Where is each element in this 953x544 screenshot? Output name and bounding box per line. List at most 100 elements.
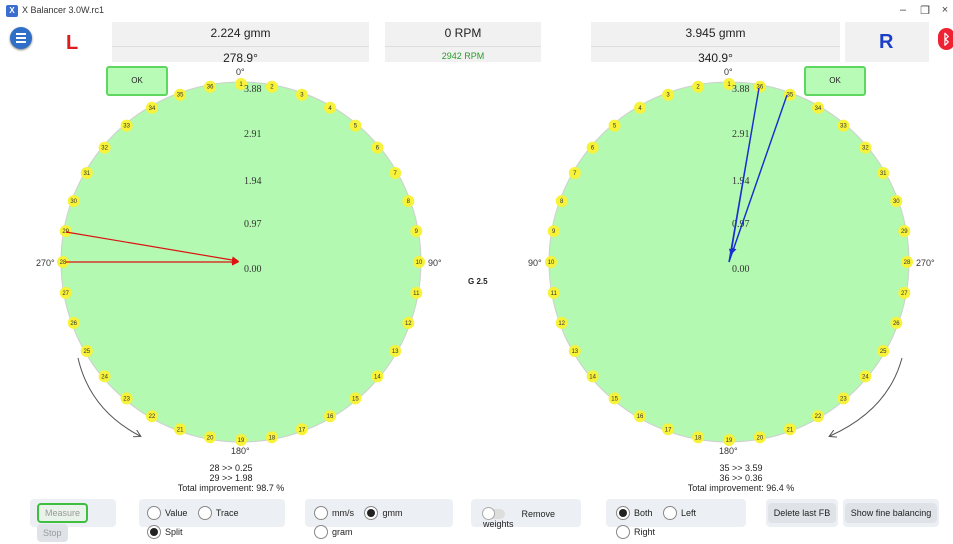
left-position-badge-8 (402, 195, 415, 208)
unit-option-gmm[interactable]: gmm (364, 506, 402, 520)
title-bar: X X Balancer 3.0W.rc1 – ❐ × (0, 0, 953, 22)
right-position-number-16: 16 (637, 414, 644, 420)
right-position-badge-2 (692, 80, 705, 93)
right-position-number-17: 17 (665, 427, 672, 433)
left-position-badge-10 (413, 256, 425, 268)
left-total-improvement: Total improvement: 98.7 % (177, 483, 285, 493)
left-position-badge-16 (324, 410, 336, 423)
radio-icon[interactable] (197, 506, 212, 520)
right-weight: 3.945 gmm (685, 26, 746, 40)
left-position-badge-12 (402, 316, 415, 329)
display-option-value[interactable]: Value (147, 506, 187, 520)
left-position-badge-6 (371, 141, 384, 154)
radio-icon[interactable] (147, 506, 161, 520)
delete-last-fb-button[interactable]: Delete last FB (767, 503, 837, 523)
radio-icon[interactable] (314, 525, 328, 539)
right-ok-button[interactable]: OK (804, 66, 866, 96)
left-position-badge-20 (204, 431, 217, 444)
left-angle: 278.9° (112, 46, 369, 65)
rpm-measured: 2942 RPM (385, 46, 541, 61)
minimize-button[interactable]: – (899, 4, 907, 16)
right-position-badge-25 (877, 345, 890, 357)
right-vector-35-head (730, 94, 788, 254)
right-ring-label: 3.88 (732, 84, 750, 95)
rpm-current: 0 RPM (444, 26, 482, 40)
right-angle-top: 0° (724, 67, 733, 77)
unit-option-mms[interactable]: mm/s (314, 506, 354, 520)
left-position-number-3: 3 (300, 93, 304, 99)
right-position-badge-15 (608, 392, 621, 405)
maximize-button[interactable]: ❐ (920, 5, 930, 17)
right-position-badge-11 (547, 286, 560, 299)
radio-icon[interactable] (616, 525, 630, 539)
right-ring-label: 0.00 (732, 264, 750, 275)
left-position-number-4: 4 (328, 106, 332, 112)
left-position-number-19: 19 (238, 438, 245, 444)
left-position-number-8: 8 (407, 199, 411, 205)
left-position-number-24: 24 (101, 374, 108, 380)
left-position-badge-3 (295, 88, 308, 101)
left-position-number-10: 10 (416, 260, 423, 266)
right-position-number-19: 19 (726, 438, 733, 444)
left-position-badge-5 (349, 119, 362, 132)
right-position-number-7: 7 (573, 171, 577, 177)
left-position-badge-25 (80, 345, 93, 357)
left-position-badge-36 (204, 80, 217, 93)
right-results: 35 >> 3.59 36 >> 0.36 Total improvement:… (641, 463, 841, 493)
display-option-trace[interactable]: Trace (197, 506, 238, 520)
rpm-panel: 0 RPM 2942 RPM (385, 22, 541, 62)
remove-weights-toggle[interactable] (482, 506, 505, 520)
left-rotation-arrow (77, 357, 140, 436)
right-position-badge-28 (901, 256, 913, 268)
bluetooth-icon[interactable]: ᛒ (938, 28, 953, 50)
side-option-both[interactable]: Both (616, 506, 653, 520)
right-position-number-34: 34 (815, 106, 822, 112)
show-fine-balancing-button[interactable]: Show fine balancing (844, 503, 938, 523)
left-position-badge-15 (349, 392, 362, 405)
right-angle: 340.9° (591, 46, 840, 65)
radio-selected-icon[interactable] (147, 525, 161, 539)
left-position-number-6: 6 (376, 146, 380, 152)
right-position-number-23: 23 (840, 396, 847, 402)
side-option-right[interactable]: Right (616, 525, 655, 539)
right-position-number-15: 15 (611, 396, 618, 402)
radio-selected-icon[interactable] (364, 506, 379, 520)
right-weight-panel: 3.945 gmm 340.9° (591, 22, 840, 65)
right-position-badge-29 (898, 225, 911, 238)
measure-button[interactable]: Measure (37, 503, 89, 523)
menu-icon[interactable] (10, 27, 32, 49)
right-position-number-10: 10 (548, 260, 555, 266)
right-position-number-2: 2 (696, 85, 700, 91)
side-option-left[interactable]: Left (662, 506, 696, 520)
radio-icon[interactable] (314, 506, 328, 520)
right-angle-right: 270° (916, 258, 935, 268)
left-position-badge-17 (295, 423, 308, 436)
left-position-badge-9 (410, 225, 423, 238)
left-position-number-9: 9 (415, 229, 419, 235)
radio-icon[interactable] (662, 506, 677, 520)
right-position-badge-34 (812, 101, 824, 114)
right-position-number-28: 28 (904, 260, 911, 266)
right-position-number-22: 22 (815, 414, 822, 420)
left-position-badge-22 (146, 410, 158, 423)
radio-selected-icon[interactable] (616, 506, 630, 520)
right-position-badge-33 (837, 119, 850, 132)
left-position-badge-27 (59, 286, 72, 299)
unit-group: mm/s gmm gram (305, 499, 453, 539)
right-position-badge-5 (608, 119, 621, 132)
left-position-number-28: 28 (60, 260, 67, 266)
right-position-badge-36 (753, 80, 766, 93)
right-position-number-3: 3 (666, 93, 670, 99)
close-button[interactable]: × (941, 4, 949, 16)
display-option-split[interactable]: Split (147, 525, 183, 539)
left-position-badge-11 (410, 286, 423, 299)
left-ok-button[interactable]: OK (106, 66, 168, 96)
right-position-badge-19 (723, 434, 735, 446)
right-position-badge-3 (662, 88, 675, 101)
unit-option-gram[interactable]: gram (314, 525, 353, 539)
right-position-badge-32 (859, 141, 872, 154)
right-position-number-24: 24 (862, 374, 869, 380)
left-result-line: 28 >> 0.25 (209, 463, 253, 473)
left-position-number-14: 14 (374, 374, 381, 380)
